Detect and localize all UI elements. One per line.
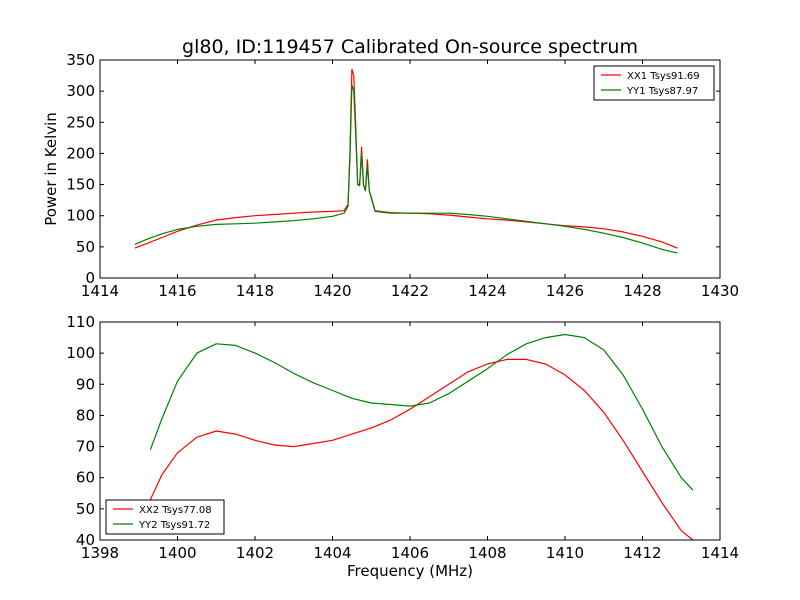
x-tick-label: 1398 — [81, 544, 119, 562]
y-tick-label: 40 — [76, 531, 95, 549]
x-tick-label: 1424 — [468, 282, 506, 300]
x-tick-label: 1404 — [313, 544, 351, 562]
y-axis-label: Power in Kelvin — [42, 112, 60, 226]
y-tick-label: 150 — [66, 176, 95, 194]
x-tick-label: 1408 — [468, 544, 506, 562]
legend: XX2 Tsys77.08 YY2 Tsys91.72 — [105, 499, 225, 535]
y-tick-label: 70 — [76, 438, 95, 456]
series-line-2 — [149, 333, 694, 491]
y-tick-label: 110 — [66, 313, 95, 331]
y-tick-label: 50 — [76, 500, 95, 518]
x-tick-label: 1412 — [623, 544, 661, 562]
y-tick-label: 80 — [76, 406, 95, 424]
y-tick-label: 250 — [66, 113, 95, 131]
y-tick-label: 100 — [66, 344, 95, 362]
x-tick-label: 1414 — [81, 282, 119, 300]
bottom-panel: 1398 1400 1402 1404 1406 1408 1410 1412 1414 40 50… — [66, 313, 739, 580]
x-tick-label: 1420 — [313, 282, 351, 300]
legend-label-1: XX2 Tsys77.08 — [139, 505, 212, 516]
x-tick-label: 1400 — [158, 544, 196, 562]
y-tick-label: 0 — [85, 269, 95, 287]
y-tick-label: 100 — [66, 207, 95, 225]
x-tick-label: 1402 — [236, 544, 274, 562]
top-panel: 1414 1416 1418 1420 1422 1424 1426 1428 1430 0 50 1… — [42, 51, 739, 300]
legend-box — [593, 65, 715, 101]
legend-label-2: YY2 Tsys91.72 — [138, 520, 210, 531]
x-axis-label: Frequency (MHz) — [347, 562, 473, 580]
legend-label-2: YY1 Tsys87.97 — [626, 86, 698, 97]
series-line-2 — [134, 84, 678, 254]
chart-title: gl80, ID:119457 Calibrated On-source spe… — [182, 36, 638, 58]
y-tick-label: 50 — [76, 238, 95, 256]
y-tick-label: 60 — [76, 469, 95, 487]
y-tick-label: 350 — [66, 51, 95, 69]
y-tick-label: 300 — [66, 82, 95, 100]
series-line-1 — [149, 358, 694, 541]
x-tick-label: 1414 — [701, 544, 739, 562]
x-tick-label: 1428 — [623, 282, 661, 300]
y-tick-label: 200 — [66, 144, 95, 162]
x-tick-label: 1406 — [391, 544, 429, 562]
x-tick-label: 1426 — [546, 282, 584, 300]
x-tick-label: 1430 — [701, 282, 739, 300]
x-tick-label: 1410 — [546, 544, 584, 562]
legend-label-1: XX1 Tsys91.69 — [627, 71, 700, 82]
x-tick-label: 1416 — [158, 282, 196, 300]
legend-box — [105, 499, 225, 535]
legend: XX1 Tsys91.69 YY1 Tsys87.97 — [593, 65, 715, 101]
y-tick-label: 90 — [76, 375, 95, 393]
x-tick-label: 1422 — [391, 282, 429, 300]
x-tick-label: 1418 — [236, 282, 274, 300]
